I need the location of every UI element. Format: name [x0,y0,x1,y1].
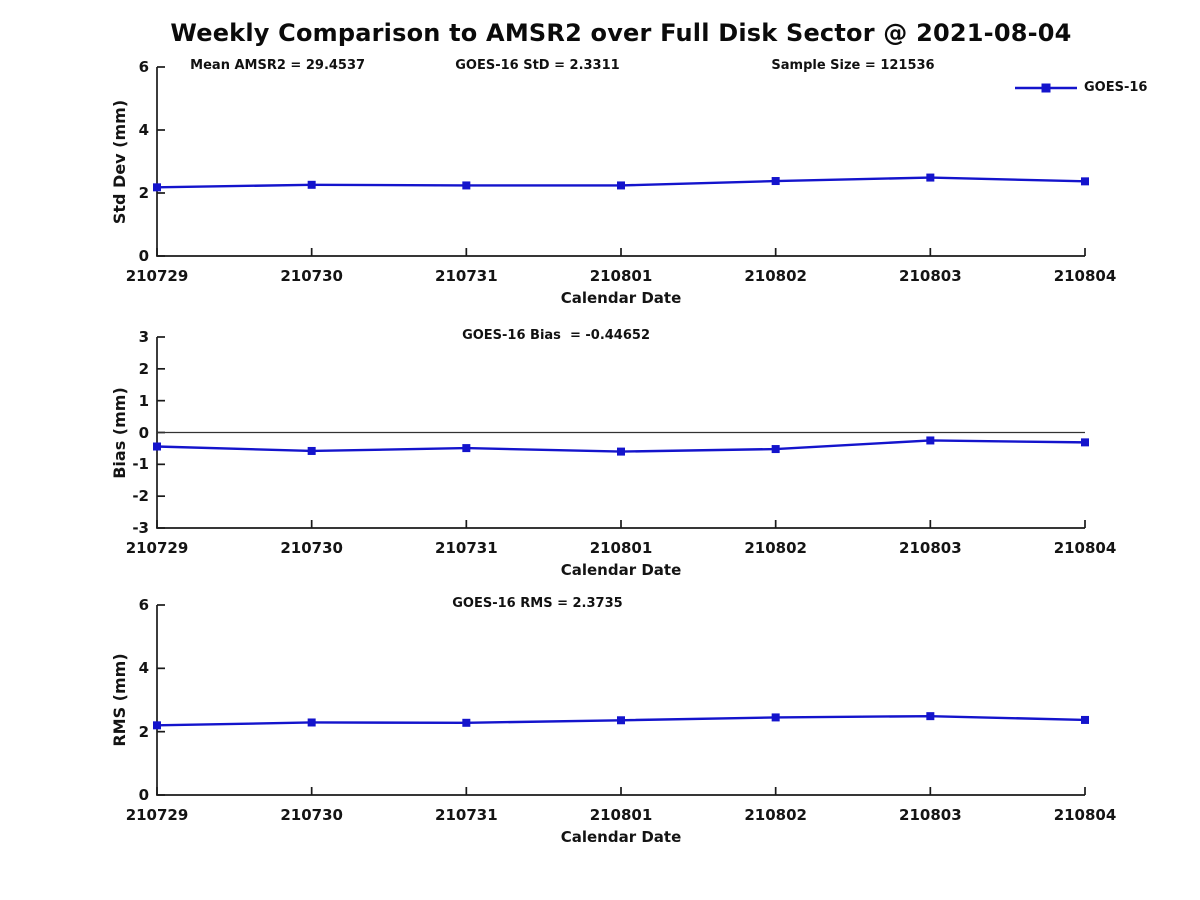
legend-label: GOES-16 [1084,80,1148,95]
chart-title: Weekly Comparison to AMSR2 over Full Dis… [170,19,1072,47]
data-point-marker [1081,438,1089,447]
data-point-marker [771,445,780,454]
annotation: GOES-16 RMS = 2.3735 [452,596,623,611]
x-axis-label: Calendar Date [560,561,682,579]
x-tick-label: 210803 [899,539,962,557]
data-point-marker [617,181,625,190]
data-point-marker [462,444,471,453]
x-axis-label: Calendar Date [560,828,682,846]
y-axis-label: RMS (mm) [110,653,129,747]
data-point-marker [771,177,780,186]
y-tick-label: 2 [138,359,149,378]
x-tick-label: 210731 [435,806,498,824]
data-point-marker [617,716,625,725]
data-point-marker [1081,715,1089,724]
x-tick-label: 210729 [125,267,189,285]
data-point-marker [462,181,471,190]
x-tick-label: 210801 [589,806,653,824]
y-tick-label: 3 [138,328,149,346]
data-point-marker [153,442,161,451]
y-tick-label: 0 [138,786,149,804]
x-tick-label: 210731 [435,267,498,285]
x-axis-label: Calendar Date [560,289,682,307]
data-point-marker [1081,177,1089,186]
data-point-marker [926,436,935,445]
y-tick-label: 4 [138,121,149,139]
data-point-marker [307,718,316,727]
y-tick-label: 0 [138,247,149,265]
x-tick-label: 210803 [899,267,962,285]
x-tick-label: 210802 [744,806,807,824]
y-tick-label: 0 [138,423,149,442]
data-point-marker [307,446,316,455]
data-point-marker [771,713,780,722]
annotation: GOES-16 StD = 2.3311 [455,58,620,73]
y-tick-label: 4 [138,659,149,678]
y-tick-label: 1 [138,391,149,410]
y-tick-label: -3 [132,519,149,537]
annotation: GOES-16 Bias = -0.44652 [462,328,650,343]
x-tick-label: 210804 [1053,267,1117,285]
x-tick-label: 210804 [1053,806,1117,824]
data-point-marker [307,180,316,189]
annotation: Sample Size = 121536 [771,58,935,73]
data-point-marker [926,712,935,721]
x-tick-label: 210730 [280,806,343,824]
data-point-marker [462,718,471,727]
legend-marker [1041,83,1051,93]
data-point-marker [153,721,161,730]
y-tick-label: 6 [138,596,149,614]
y-tick-label: 2 [138,184,149,202]
data-point-marker [617,447,625,456]
x-tick-label: 210730 [280,267,343,285]
x-tick-label: 210730 [280,539,343,557]
y-tick-label: 2 [138,722,149,741]
x-tick-label: 210729 [125,539,189,557]
x-tick-label: 210801 [589,539,653,557]
y-tick-label: -1 [132,455,149,474]
y-axis-label: Bias (mm) [110,386,129,479]
y-tick-label: 6 [138,58,149,76]
x-tick-label: 210804 [1053,539,1117,557]
data-point-marker [926,173,935,182]
x-tick-label: 210729 [125,806,189,824]
x-tick-label: 210731 [435,539,498,557]
y-axis-label: Std Dev (mm) [110,99,129,224]
x-tick-label: 210802 [744,267,807,285]
data-point-marker [153,183,161,192]
x-tick-label: 210801 [589,267,653,285]
y-tick-label: -2 [132,487,149,506]
x-tick-label: 210803 [899,806,962,824]
x-tick-label: 210802 [744,539,807,557]
annotation: Mean AMSR2 = 29.4537 [190,58,366,73]
